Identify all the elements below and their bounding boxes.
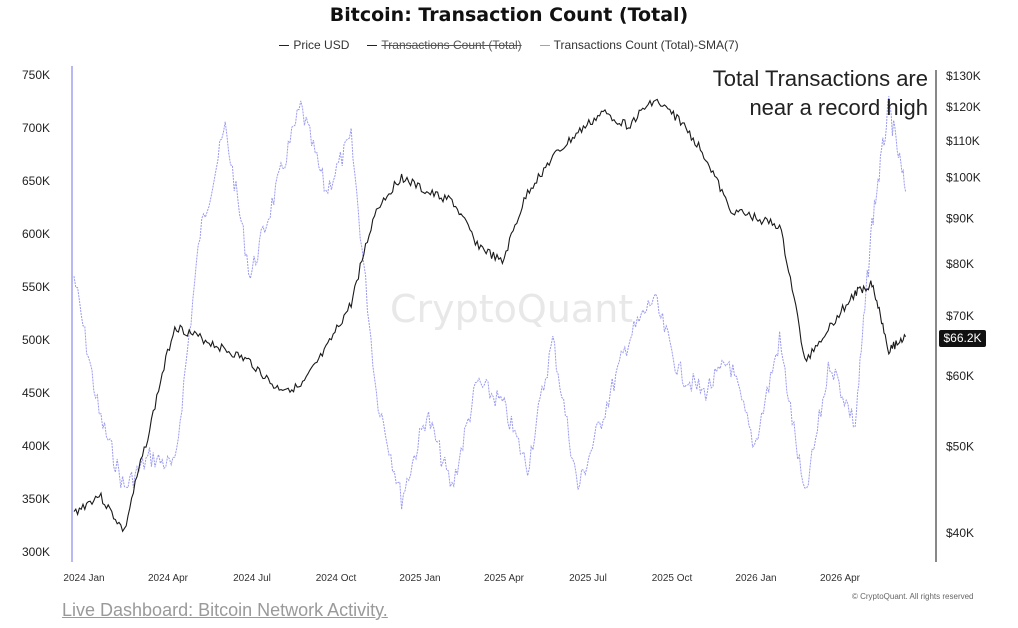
right-axis-tick-label: $70K	[946, 309, 974, 323]
legend: Price USD Transactions Count (Total) Tra…	[0, 38, 1018, 52]
chart-title: Bitcoin: Transaction Count (Total)	[329, 4, 689, 26]
right-axis-tick-label: $110K	[946, 134, 980, 148]
footer-link[interactable]: Live Dashboard: Bitcoin Network Activity…	[62, 600, 388, 620]
right-axis-tick-label: $50K	[946, 439, 974, 453]
current-price-badge: $66.2K	[939, 330, 986, 347]
right-axis-tick-label: $120K	[946, 100, 981, 114]
right-axis-tick-label: $40K	[946, 526, 974, 540]
right-axis-tick-label: $80K	[946, 257, 974, 271]
x-axis-tick-label: 2024 Oct	[316, 573, 357, 584]
legend-item-tx-total[interactable]: Transactions Count (Total)	[367, 38, 522, 52]
price-line	[73, 98, 907, 533]
right-axis-tick-label: $90K	[946, 212, 974, 226]
left-axis-tick-label: 550K	[22, 280, 50, 294]
legend-label-tx-sma: Transactions Count (Total)-SMA(7)	[553, 38, 739, 52]
copyright: © CryptoQuant. All rights reserved	[852, 592, 974, 601]
watermark: CryptoQuant	[390, 287, 634, 331]
x-axis-tick-label: 2025 Jan	[399, 573, 440, 584]
x-axis-tick-label: 2025 Oct	[652, 573, 693, 584]
legend-label-tx-total: Transactions Count (Total)	[381, 38, 522, 52]
left-axis-tick-label: 600K	[22, 227, 50, 241]
right-axis-tick-label: $60K	[946, 369, 974, 383]
x-axis-tick-label: 2024 Jul	[233, 573, 271, 584]
left-axis-tick-label: 700K	[22, 121, 50, 135]
right-axis-tick-label: $130K	[946, 69, 981, 83]
legend-swatch-tx-sma	[539, 44, 550, 46]
annotation-line-1: Total Transactions are	[712, 66, 928, 91]
left-axis-tick-label: 750K	[22, 68, 50, 82]
left-axis-tick-label: 300K	[22, 545, 50, 559]
x-axis-tick-label: 2024 Jan	[63, 573, 104, 584]
left-axis-tick-label: 350K	[22, 492, 50, 506]
x-axis-tick-label: 2025 Apr	[484, 573, 525, 584]
legend-label-price: Price USD	[293, 38, 350, 52]
x-axis-tick-label: 2024 Apr	[148, 573, 189, 584]
annotation: Total Transactions are near a record hig…	[713, 64, 928, 122]
legend-swatch-price	[279, 44, 290, 46]
annotation-line-2: near a record high	[749, 95, 928, 120]
legend-item-price[interactable]: Price USD	[279, 38, 349, 52]
x-axis-tick-label: 2025 Jul	[569, 573, 607, 584]
x-axis-tick-label: 2026 Jan	[735, 573, 776, 584]
left-axis-tick-label: 400K	[22, 439, 50, 453]
left-axis-tick-label: 650K	[22, 174, 50, 188]
left-axis-tick-label: 450K	[22, 386, 50, 400]
right-axis-tick-label: $100K	[946, 171, 981, 185]
tx-sma-line	[73, 96, 907, 510]
legend-swatch-tx-total	[367, 44, 378, 46]
x-axis-tick-label: 2026 Apr	[820, 573, 861, 584]
legend-item-tx-sma[interactable]: Transactions Count (Total)-SMA(7)	[539, 38, 739, 52]
left-axis-tick-label: 500K	[22, 333, 50, 347]
